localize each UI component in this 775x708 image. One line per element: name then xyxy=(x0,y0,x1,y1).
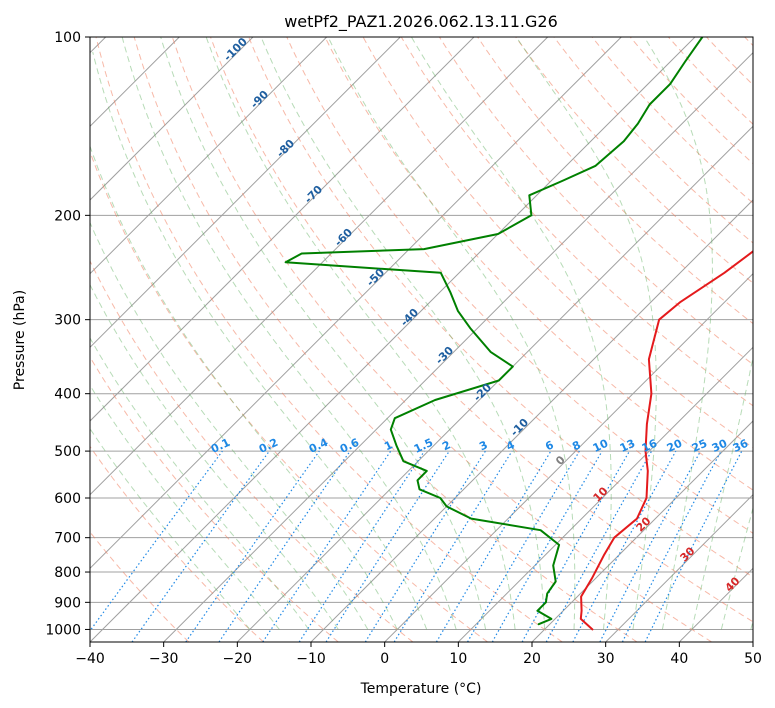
plot-frame xyxy=(89,36,754,643)
isotherm-10 xyxy=(457,346,753,642)
dewpoint-profile xyxy=(284,37,704,626)
moist-adiabat-28 xyxy=(411,37,612,630)
series-layer xyxy=(284,37,753,631)
y-tick-label: 200 xyxy=(54,208,81,224)
y-tick-label: 600 xyxy=(54,491,81,507)
y-tick-label: 700 xyxy=(54,531,81,547)
dry-adiabat--20 xyxy=(90,445,264,642)
mixing-ratio-1.5 xyxy=(298,450,425,642)
dry-adiabat-40 xyxy=(171,37,712,642)
y-tick-label: 900 xyxy=(54,595,81,611)
x-tick-label: 20 xyxy=(523,651,541,667)
moist-adiabat-32 xyxy=(515,37,657,630)
dry-adiabat-50 xyxy=(210,37,753,623)
y-tick-label: 500 xyxy=(54,444,81,460)
moist-adiabat--12 xyxy=(90,337,310,630)
mixing-ratio-13 xyxy=(521,450,631,642)
dry-adiabat-0 xyxy=(90,259,414,642)
isotherm--40 xyxy=(90,37,696,642)
moist-adiabat-40 xyxy=(691,355,753,630)
x-tick-label: 30 xyxy=(597,651,615,667)
moist-adiabat-0 xyxy=(90,144,398,630)
isotherm--20 xyxy=(236,125,753,642)
dry-adiabat--10 xyxy=(90,356,339,642)
y-tick-label: 800 xyxy=(54,565,81,581)
x-axis-title: Temperature (°C) xyxy=(360,681,482,697)
dry-adiabat-60 xyxy=(248,37,753,578)
temperature-profile xyxy=(579,250,753,631)
x-tick-label: −30 xyxy=(149,651,179,667)
mixing-ratio-label: 36 xyxy=(731,437,751,455)
moist-adiabat-24 xyxy=(327,37,576,630)
moist-adiabat-12 xyxy=(160,37,487,630)
x-tick-label: 50 xyxy=(744,651,762,667)
y-tick-label: 400 xyxy=(54,387,81,403)
mixing-ratio-20 xyxy=(572,450,677,642)
mixing-ratio-0.1 xyxy=(90,450,223,632)
moist-adiabat-8 xyxy=(121,37,457,630)
isotherm-50 xyxy=(752,641,753,642)
background-lines xyxy=(90,37,753,642)
isotherm--100 xyxy=(90,37,254,201)
moist-adiabat-48 xyxy=(750,619,753,630)
isotherm--80 xyxy=(90,37,401,349)
moist-adiabat-4 xyxy=(92,51,428,630)
isotherm--60 xyxy=(90,37,549,496)
mixing-ratio-label: 10 xyxy=(591,437,611,455)
mixing-ratio-0.2 xyxy=(131,450,270,642)
x-tick-label: 10 xyxy=(449,651,467,667)
isotherm--70 xyxy=(90,37,475,422)
x-tick-label: −20 xyxy=(223,651,253,667)
plot-area xyxy=(90,37,753,642)
dry-adiabat-20 xyxy=(95,37,563,642)
moist-adiabat--20 xyxy=(90,427,251,630)
y-tick-label: 300 xyxy=(54,313,81,329)
x-tick-label: 0 xyxy=(380,651,389,667)
isotherm-0 xyxy=(384,272,753,642)
mixing-ratio-16 xyxy=(545,450,653,642)
mixing-ratio-36 xyxy=(644,450,743,642)
isotherm-30 xyxy=(605,493,753,642)
mixing-ratio-0.4 xyxy=(185,450,320,642)
moist-adiabat-44 xyxy=(720,506,753,630)
x-tick-label: 40 xyxy=(670,651,688,667)
mixing-ratio-0.6 xyxy=(218,450,351,642)
dry-adiabat-70 xyxy=(286,37,753,534)
moist-adiabat--16 xyxy=(90,384,280,630)
mixing-ratio-4 xyxy=(393,450,513,642)
y-axis: 100 200 300 400 500 600 700 800 900 1000 xyxy=(45,30,90,638)
chart-title: wetPf2_PAZ1.2026.062.13.11.G26 xyxy=(284,12,558,32)
mixing-ratio-label: 20 xyxy=(665,437,685,455)
mixing-ratio-2 xyxy=(325,450,450,642)
moist-adiabat-16 xyxy=(205,37,516,630)
mixing-ratio-label: 16 xyxy=(640,437,660,455)
y-tick-label: 100 xyxy=(54,30,81,46)
isotherm--50 xyxy=(90,37,622,570)
x-axis: −40 −30 −20 −10 0 10 20 30 40 50 xyxy=(75,642,762,667)
y-axis-title: Pressure (hPa) xyxy=(12,290,28,390)
y-tick-label: 1000 xyxy=(45,622,81,638)
moist-adiabat--4 xyxy=(90,221,369,630)
mixing-ratio-label: 25 xyxy=(690,437,709,455)
x-tick-label: −10 xyxy=(296,651,326,667)
dry-adiabat-30 xyxy=(133,37,638,642)
dry-adiabat-130 xyxy=(515,37,753,284)
x-tick-label: −40 xyxy=(75,651,105,667)
dry-adiabat-80 xyxy=(324,37,753,491)
isotherm-20 xyxy=(531,420,753,642)
isotherm--90 xyxy=(90,37,328,275)
moist-adiabat--8 xyxy=(90,283,339,630)
mixing-ratio-label: 13 xyxy=(618,437,637,455)
moist-adiabat-36 xyxy=(643,37,713,630)
mixing-ratio-1 xyxy=(262,450,392,642)
isotherm--30 xyxy=(163,51,753,642)
mixing-ratio-label: 30 xyxy=(710,437,730,455)
moist-adiabat-20 xyxy=(260,37,546,630)
